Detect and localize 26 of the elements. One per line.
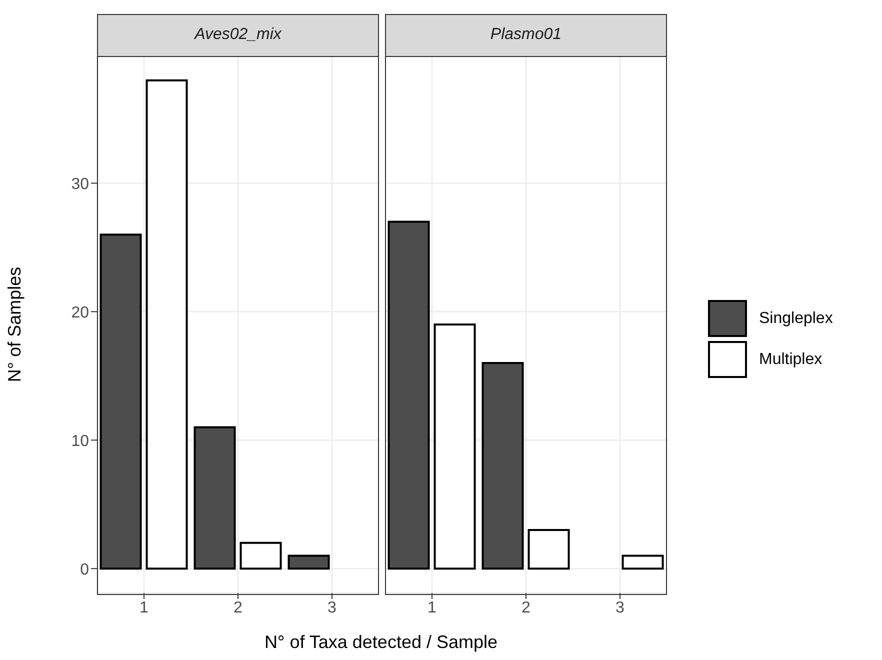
legend-label: Singleplex	[759, 310, 833, 328]
legend-label: Multiplex	[759, 350, 822, 368]
bar	[288, 554, 330, 570]
bar	[434, 324, 476, 570]
x-tick-label: 2	[234, 599, 243, 616]
bar	[388, 220, 430, 570]
chart-title: Aves02_mix	[97, 14, 379, 57]
bar	[482, 362, 524, 570]
y-tick-label: 20	[71, 304, 90, 322]
y-tick-label: 30	[71, 176, 90, 193]
bar	[146, 79, 188, 570]
y-tick-label: 10	[71, 432, 90, 450]
y-axis-title: N° of Samples	[4, 266, 24, 382]
bar	[194, 426, 236, 570]
bar	[100, 234, 142, 570]
bar	[622, 554, 664, 570]
chart-title: Plasmo01	[385, 14, 667, 57]
x-axis-title: N° of Taxa detected / Sample	[264, 632, 498, 653]
y-tick-label: 0	[80, 561, 90, 578]
x-tick-label: 1	[140, 599, 149, 616]
x-tick-label: 1	[428, 599, 437, 616]
x-tick-label: 3	[616, 599, 625, 616]
bar	[528, 529, 570, 570]
x-tick-label: 3	[328, 599, 337, 616]
bar	[240, 542, 282, 570]
x-tick-label: 2	[522, 599, 531, 616]
